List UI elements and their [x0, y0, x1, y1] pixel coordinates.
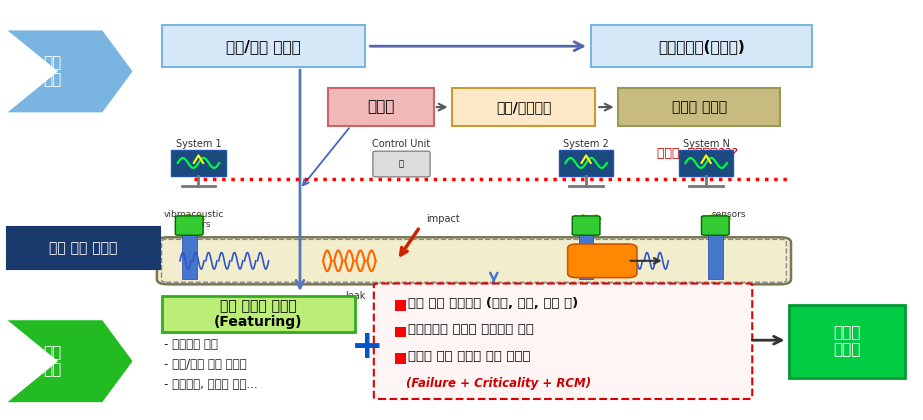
Text: - 장기변위, 비저항 영향...: - 장기변위, 비저항 영향...	[164, 378, 258, 391]
Text: leak: leak	[345, 291, 366, 301]
Bar	[395, 327, 406, 337]
Text: vibroacoustic
sensors: vibroacoustic sensors	[163, 210, 224, 229]
Text: 감지선: 감지선	[367, 100, 394, 115]
Text: 장기배관의 저주기 피로손상 예측: 장기배관의 저주기 피로손상 예측	[408, 323, 533, 336]
Text: (Failure + Criticality + RCM): (Failure + Criticality + RCM)	[406, 377, 592, 389]
Text: - 파손/고장 이력 지표화: - 파손/고장 이력 지표화	[164, 358, 247, 371]
FancyBboxPatch shape	[7, 227, 160, 269]
Text: 데이터 통합 건전성 진단 시스템: 데이터 통합 건전성 진단 시스템	[408, 350, 531, 362]
Bar	[395, 300, 406, 311]
FancyBboxPatch shape	[708, 234, 723, 279]
Text: 사양적 건전성: 사양적 건전성	[672, 100, 726, 114]
FancyBboxPatch shape	[373, 151, 430, 177]
FancyBboxPatch shape	[789, 304, 905, 378]
FancyBboxPatch shape	[175, 216, 203, 235]
Text: pig: pig	[579, 291, 593, 301]
FancyBboxPatch shape	[591, 25, 812, 67]
FancyBboxPatch shape	[579, 234, 593, 279]
Text: 정량적, 수명예측???: 정량적, 수명예측???	[656, 147, 737, 160]
FancyBboxPatch shape	[157, 237, 791, 284]
FancyBboxPatch shape	[701, 216, 729, 235]
Text: sensors: sensors	[712, 210, 747, 219]
Text: 성능적
건전성: 성능적 건전성	[833, 325, 860, 357]
FancyBboxPatch shape	[618, 88, 780, 126]
FancyBboxPatch shape	[679, 150, 733, 176]
Text: 일일/정기점검: 일일/정기점검	[497, 100, 551, 114]
Text: Control Unit: Control Unit	[372, 139, 431, 149]
Text: 지하 매설 압력관: 지하 매설 압력관	[49, 241, 118, 255]
Text: impact: impact	[426, 214, 461, 224]
Text: System 1: System 1	[175, 139, 222, 149]
Text: System N: System N	[683, 139, 729, 149]
FancyBboxPatch shape	[572, 216, 600, 235]
Text: 가용 데이터 특성화
(Featuring): 가용 데이터 특성화 (Featuring)	[214, 299, 303, 329]
Polygon shape	[5, 319, 134, 403]
Text: ⬛: ⬛	[399, 160, 404, 169]
FancyBboxPatch shape	[374, 284, 752, 399]
FancyBboxPatch shape	[559, 150, 614, 176]
Polygon shape	[5, 29, 134, 113]
Text: 건전성평가(등급화): 건전성평가(등급화)	[658, 39, 745, 54]
Text: System 2: System 2	[563, 139, 609, 149]
Text: - 재료부식 판독: - 재료부식 판독	[164, 338, 218, 351]
FancyBboxPatch shape	[328, 88, 434, 126]
Bar	[395, 353, 406, 364]
Text: 제안
기술: 제안 기술	[43, 345, 62, 378]
FancyBboxPatch shape	[162, 296, 355, 332]
Text: +: +	[351, 328, 384, 365]
FancyBboxPatch shape	[452, 88, 595, 126]
FancyBboxPatch shape	[182, 234, 197, 279]
FancyBboxPatch shape	[162, 25, 365, 67]
Text: 기존
기술: 기존 기술	[43, 55, 62, 88]
Text: 계측 기반 이상탐지 (누수, 징후, 위치 등): 계측 기반 이상탐지 (누수, 징후, 위치 등)	[408, 297, 578, 310]
Text: 시설/이력 데이터: 시설/이력 데이터	[226, 39, 300, 54]
FancyBboxPatch shape	[568, 244, 637, 278]
FancyBboxPatch shape	[172, 150, 225, 176]
